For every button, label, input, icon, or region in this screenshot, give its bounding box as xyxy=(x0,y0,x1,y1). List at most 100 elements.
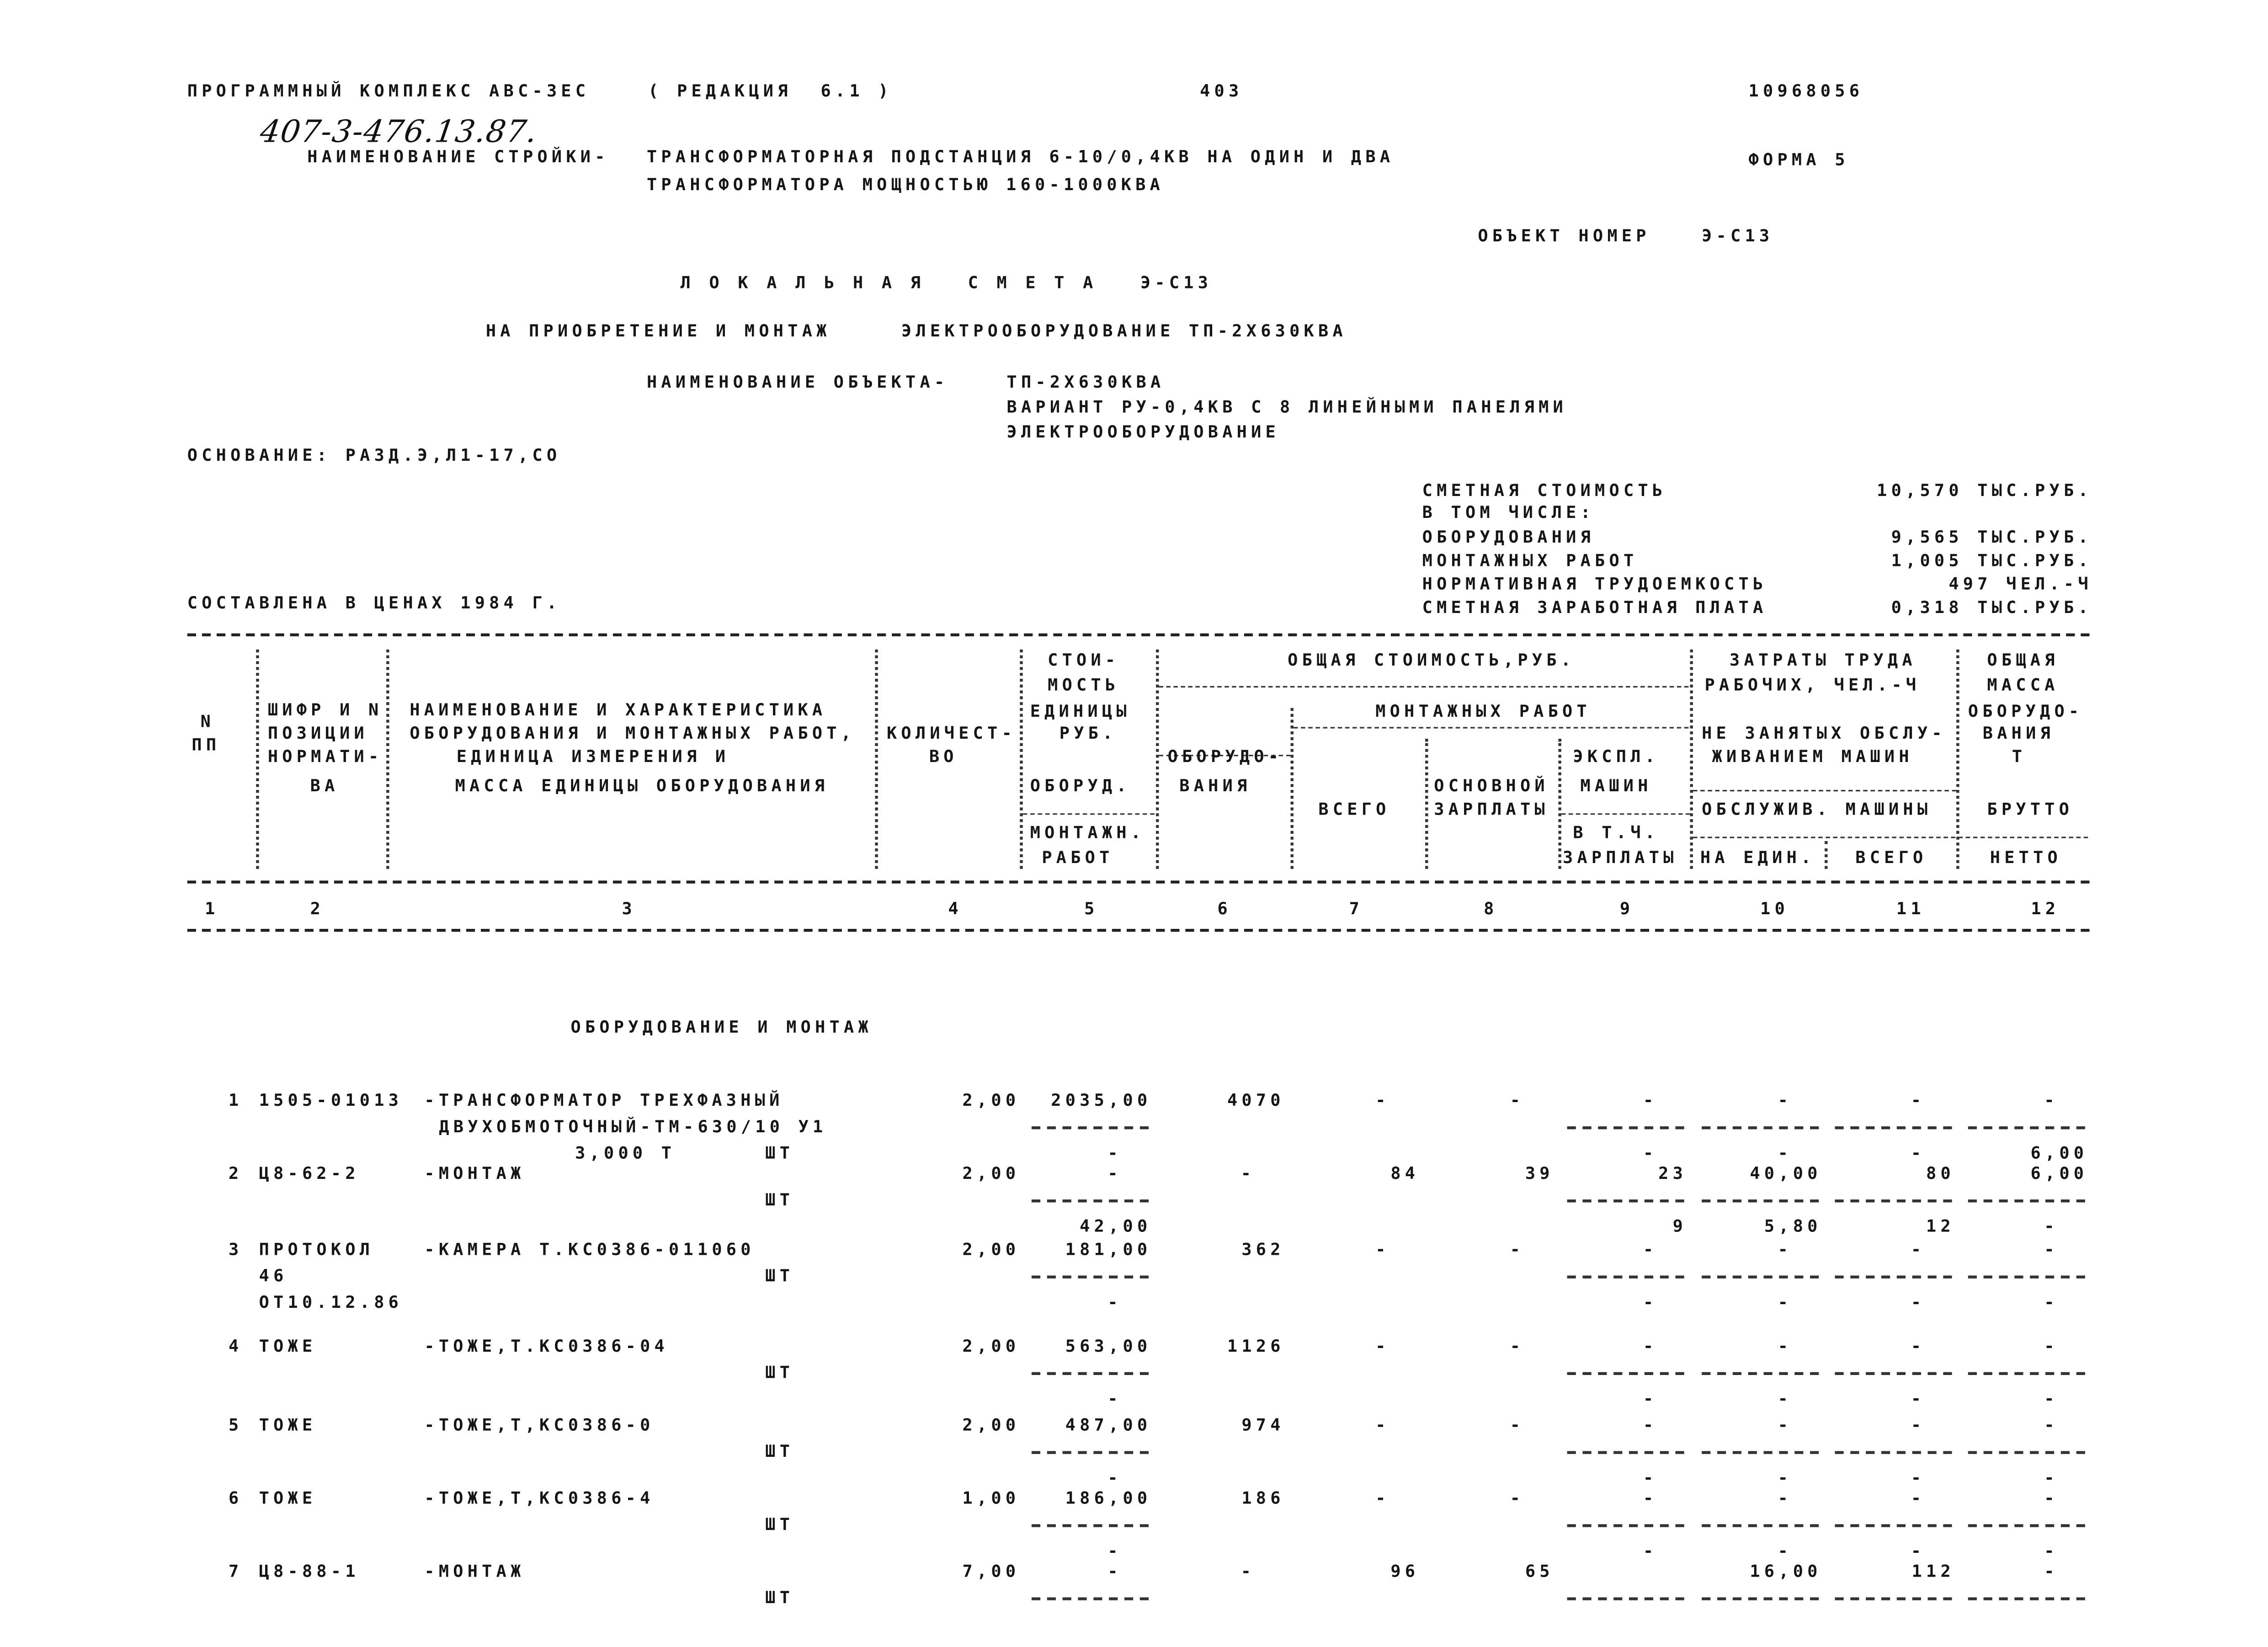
table-header-rule xyxy=(187,880,2090,884)
cell-divider-dashes xyxy=(1567,1524,1684,1527)
cell-divider-dashes xyxy=(1702,1372,1819,1375)
group-rule xyxy=(1159,686,1689,688)
row-value: - xyxy=(1107,1467,1122,1488)
object-name-line3: ЭЛЕКТРООБОРУДОВАНИЕ xyxy=(1006,421,1280,442)
row-value: 186 xyxy=(1241,1487,1285,1508)
object-name-line1: ТП-2Х630КВА xyxy=(1006,371,1165,392)
col-header-code: ВА xyxy=(310,775,339,796)
group-rule xyxy=(1693,837,2088,838)
cell-divider-dashes xyxy=(1968,1126,2085,1130)
row-unit-mass: 3,000 Т xyxy=(575,1142,676,1163)
cell-divider-dashes xyxy=(1702,1199,1819,1203)
row-value: 362 xyxy=(1241,1239,1285,1260)
col-header-equipment: ОБОРУДО- xyxy=(1167,746,1283,767)
col-header-mass: МАССА xyxy=(1987,674,2059,695)
cell-divider-dashes xyxy=(1968,1451,2085,1454)
cell-divider-dashes xyxy=(1702,1275,1819,1279)
cell-divider-dashes xyxy=(1702,1126,1819,1130)
summary-value: 1,005 ТЫС.РУБ. xyxy=(1891,550,2092,570)
cell-divider-dashes xyxy=(1968,1372,2085,1375)
row-value: - xyxy=(1911,1291,1926,1312)
cell-divider-dashes xyxy=(1968,1597,2085,1600)
row-value: 6,00 xyxy=(2030,1142,2088,1163)
row-value: - xyxy=(2044,1487,2059,1508)
row-value: - xyxy=(2044,1335,2059,1356)
row-value: 1126 xyxy=(1227,1335,1285,1356)
cell-divider-dashes xyxy=(1031,1275,1149,1279)
row-value: 4070 xyxy=(1227,1090,1285,1110)
column-number: 10 xyxy=(1760,898,1789,919)
row-name: -ТОЖЕ,Т,КС0386-0 xyxy=(424,1414,655,1435)
row-value: - xyxy=(1510,1239,1525,1260)
price-level: СОСТАВЛЕНА В ЦЕНАХ 1984 Г. xyxy=(187,592,561,613)
basis: ОСНОВАНИЕ: РАЗД.Э,Л1-17,СО xyxy=(187,444,561,465)
row-value: - xyxy=(2044,1561,2059,1582)
summary-label: ОБОРУДОВАНИЯ xyxy=(1422,527,1595,547)
row-value: 112 xyxy=(1911,1561,1955,1582)
col-header-name: МАССА ЕДИНИЦЫ ОБОРУДОВАНИЯ xyxy=(455,775,829,796)
row-value: 16,00 xyxy=(1750,1561,1822,1582)
row-code: ТОЖЕ xyxy=(259,1487,317,1508)
row-value: 186,00 xyxy=(1065,1487,1152,1508)
row-name: -КАМЕРА Т.КС0386-011060 xyxy=(424,1239,755,1260)
col-header-name: ОБОРУДОВАНИЯ И МОНТАЖНЫХ РАБОТ, xyxy=(410,722,856,743)
row-value: - xyxy=(2044,1215,2059,1236)
row-value: - xyxy=(1911,1487,1926,1508)
col-header-base-wage: ЗАРПЛАТЫ xyxy=(1434,799,1549,819)
row-value: - xyxy=(1778,1388,1793,1409)
row-value: - xyxy=(1643,1090,1658,1110)
table-top-rule xyxy=(187,633,2090,636)
cell-divider-dashes xyxy=(1031,1524,1149,1527)
row-code: Ц8-88-1 xyxy=(259,1561,360,1582)
column-number: 8 xyxy=(1484,898,1498,919)
row-unit: ШТ xyxy=(765,1514,794,1535)
row-value: 84 xyxy=(1390,1163,1420,1183)
row-quantity: 2,00 xyxy=(962,1163,1020,1183)
cell-divider-dashes xyxy=(1567,1451,1684,1454)
cell-divider-dashes xyxy=(1031,1372,1149,1375)
col-header-machines: МАШИН xyxy=(1580,775,1652,796)
row-quantity: 2,00 xyxy=(962,1090,1020,1110)
row-value: 42,00 xyxy=(1080,1215,1152,1236)
row-value: - xyxy=(1778,1335,1793,1356)
row-value: - xyxy=(1240,1163,1256,1183)
row-value: 6,00 xyxy=(2030,1163,2088,1183)
row-name: -ТОЖЕ,Т,КС0386-4 xyxy=(424,1487,655,1508)
cell-divider-dashes xyxy=(1835,1126,1952,1130)
row-unit: ШТ xyxy=(765,1362,794,1382)
row-value: - xyxy=(1911,1540,1926,1561)
row-value: - xyxy=(1107,1388,1122,1409)
col-group-total-cost: ОБЩАЯ СТОИМОСТЬ,РУБ. xyxy=(1288,649,1576,670)
column-number: 7 xyxy=(1349,898,1364,919)
row-value: - xyxy=(1107,1561,1122,1582)
col-header-equipment: ВАНИЯ xyxy=(1179,775,1251,796)
summary-value: 497 ЧЕЛ.-Ч xyxy=(1949,573,2092,594)
col-group-labor: ОБСЛУЖИВ. МАШИНЫ xyxy=(1702,799,1932,819)
column-number: 6 xyxy=(1217,898,1232,919)
construction-name-line2: ТРАНСФОРМАТОРА МОЩНОСТЬЮ 160-1000КВА xyxy=(646,174,1165,195)
col-header-unit-cost: РУБ. xyxy=(1059,722,1117,743)
row-value: - xyxy=(1240,1561,1256,1582)
row-number: 5 xyxy=(228,1414,243,1435)
row-value: - xyxy=(1510,1414,1525,1435)
group-rule xyxy=(1693,790,1957,792)
row-number: 4 xyxy=(228,1335,243,1356)
row-value: - xyxy=(1643,1540,1658,1561)
cell-divider-dashes xyxy=(1702,1451,1819,1454)
col-header-unit-cost: ЕДИНИЦЫ xyxy=(1030,700,1131,721)
row-value: - xyxy=(1375,1335,1390,1356)
row-value: - xyxy=(1778,1414,1793,1435)
row-value: - xyxy=(1643,1335,1658,1356)
row-code: ПРОТОКОЛ xyxy=(259,1239,374,1260)
row-value: 9 xyxy=(1672,1215,1688,1236)
row-value: - xyxy=(1911,1467,1926,1488)
col-header-machines: ЗАРПЛАТЫ xyxy=(1562,847,1678,868)
row-value: 2035,00 xyxy=(1051,1090,1152,1110)
object-name-line2: ВАРИАНТ РУ-0,4КВ С 8 ЛИНЕЙНЫМИ ПАНЕЛЯМИ xyxy=(1006,396,1567,417)
row-value: 40,00 xyxy=(1750,1163,1822,1183)
cell-divider-dashes xyxy=(1835,1524,1952,1527)
row-value: - xyxy=(1643,1142,1658,1163)
col-group-installation: МОНТАЖНЫХ РАБОТ xyxy=(1375,700,1591,721)
row-value: - xyxy=(1911,1414,1926,1435)
